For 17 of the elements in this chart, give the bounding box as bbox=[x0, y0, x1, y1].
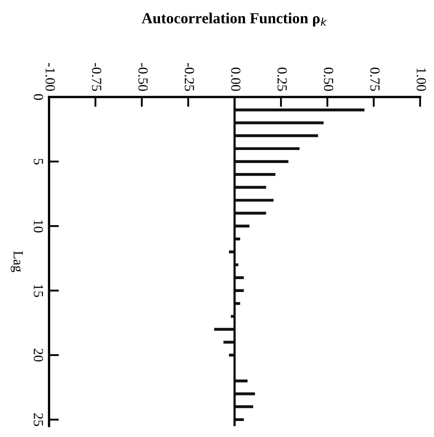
x-tick-label: 0.25 bbox=[277, 68, 287, 91]
x-tick-label: 1.00 bbox=[416, 68, 426, 91]
x-tick-label: 0.50 bbox=[324, 68, 334, 91]
y-tick-label: 10 bbox=[34, 220, 44, 232]
x-tick-label: -1.00 bbox=[46, 63, 55, 91]
x-tick-label: 0.00 bbox=[231, 68, 240, 91]
y-tick-label: 0 bbox=[34, 94, 44, 100]
x-tick-label: -0.25 bbox=[184, 63, 194, 91]
y-tick-label: 25 bbox=[34, 413, 44, 426]
y-tick-label: 5 bbox=[34, 158, 43, 164]
x-tick-label: 0.75 bbox=[370, 68, 380, 91]
chart-title: Autocorrelation Function ρ$_{k}$ bbox=[142, 12, 327, 26]
y-tick-label: 15 bbox=[34, 284, 44, 297]
y-tick-label: 20 bbox=[34, 348, 44, 362]
x-tick-label: -0.50 bbox=[138, 63, 148, 91]
y-axis-title: Lag bbox=[10, 251, 23, 272]
x-tick-label: -0.75 bbox=[92, 63, 102, 91]
